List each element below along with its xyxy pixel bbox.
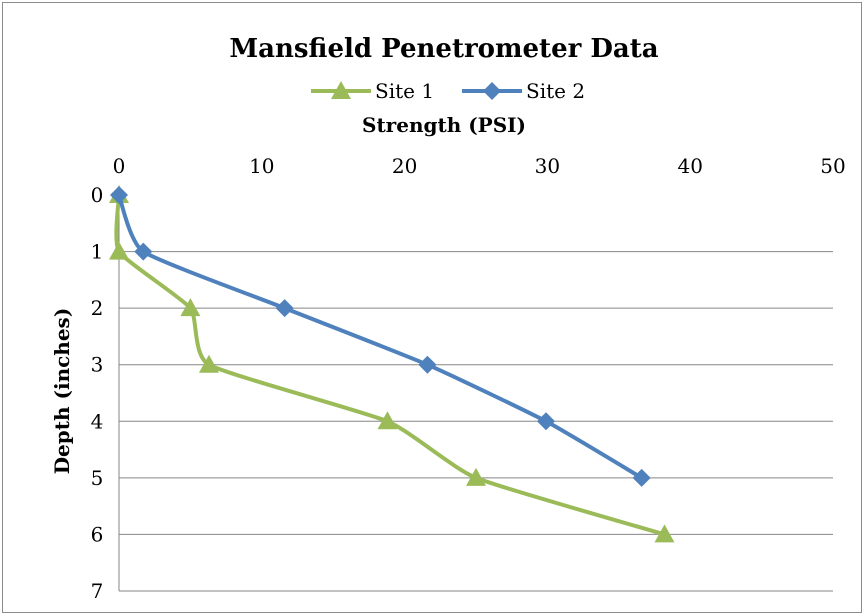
data-point bbox=[418, 355, 437, 374]
series-group bbox=[109, 185, 675, 543]
data-point bbox=[134, 242, 153, 261]
data-point bbox=[180, 298, 201, 317]
y-tick-label: 5 bbox=[91, 466, 104, 490]
data-point bbox=[110, 186, 128, 204]
data-point bbox=[109, 241, 129, 260]
series-line bbox=[114, 193, 667, 537]
legend-item: Site 1 bbox=[311, 79, 434, 103]
legend-marker bbox=[483, 82, 501, 100]
x-tick-label: 10 bbox=[249, 154, 274, 178]
y-tick-label: 2 bbox=[91, 296, 104, 320]
data-point bbox=[654, 524, 675, 543]
series-1 bbox=[109, 185, 675, 543]
data-point bbox=[198, 354, 219, 373]
x-tick-label: 30 bbox=[535, 154, 560, 178]
data-point bbox=[466, 467, 486, 486]
x-axis-title: Strength (PSI) bbox=[362, 113, 526, 137]
legend: Site 1 Site 2 bbox=[311, 79, 585, 103]
y-tick-label: 7 bbox=[91, 579, 104, 603]
data-point bbox=[536, 412, 555, 431]
data-point bbox=[275, 299, 294, 318]
gridlines bbox=[119, 251, 833, 592]
legend-label: Site 1 bbox=[375, 79, 434, 103]
legend-item: Site 2 bbox=[462, 79, 585, 103]
series-2 bbox=[110, 186, 651, 487]
y-tick-label: 6 bbox=[91, 522, 104, 546]
legend-label: Site 2 bbox=[526, 79, 585, 103]
x-tick-label: 20 bbox=[392, 154, 417, 178]
x-tick-label: 50 bbox=[820, 154, 845, 178]
x-tick-labels: 0 10 20 30 40 50 bbox=[113, 154, 846, 178]
y-tick-label: 4 bbox=[91, 409, 104, 433]
data-point bbox=[632, 468, 651, 487]
y-tick-labels: 0 1 2 3 4 5 6 7 bbox=[91, 183, 104, 603]
y-tick-label: 0 bbox=[91, 183, 104, 207]
x-tick-label: 40 bbox=[677, 154, 702, 178]
y-tick-label: 1 bbox=[91, 240, 104, 264]
data-point bbox=[377, 411, 398, 430]
chart-title: Mansfield Penetrometer Data bbox=[229, 34, 658, 64]
x-tick-label: 0 bbox=[113, 154, 126, 178]
legend-marker bbox=[331, 81, 351, 99]
penetrometer-chart: Mansfield Penetrometer Data Site 1 Site 2… bbox=[50, 34, 846, 603]
y-tick-label: 3 bbox=[91, 353, 104, 377]
y-axis-title: Depth (inches) bbox=[50, 308, 74, 475]
